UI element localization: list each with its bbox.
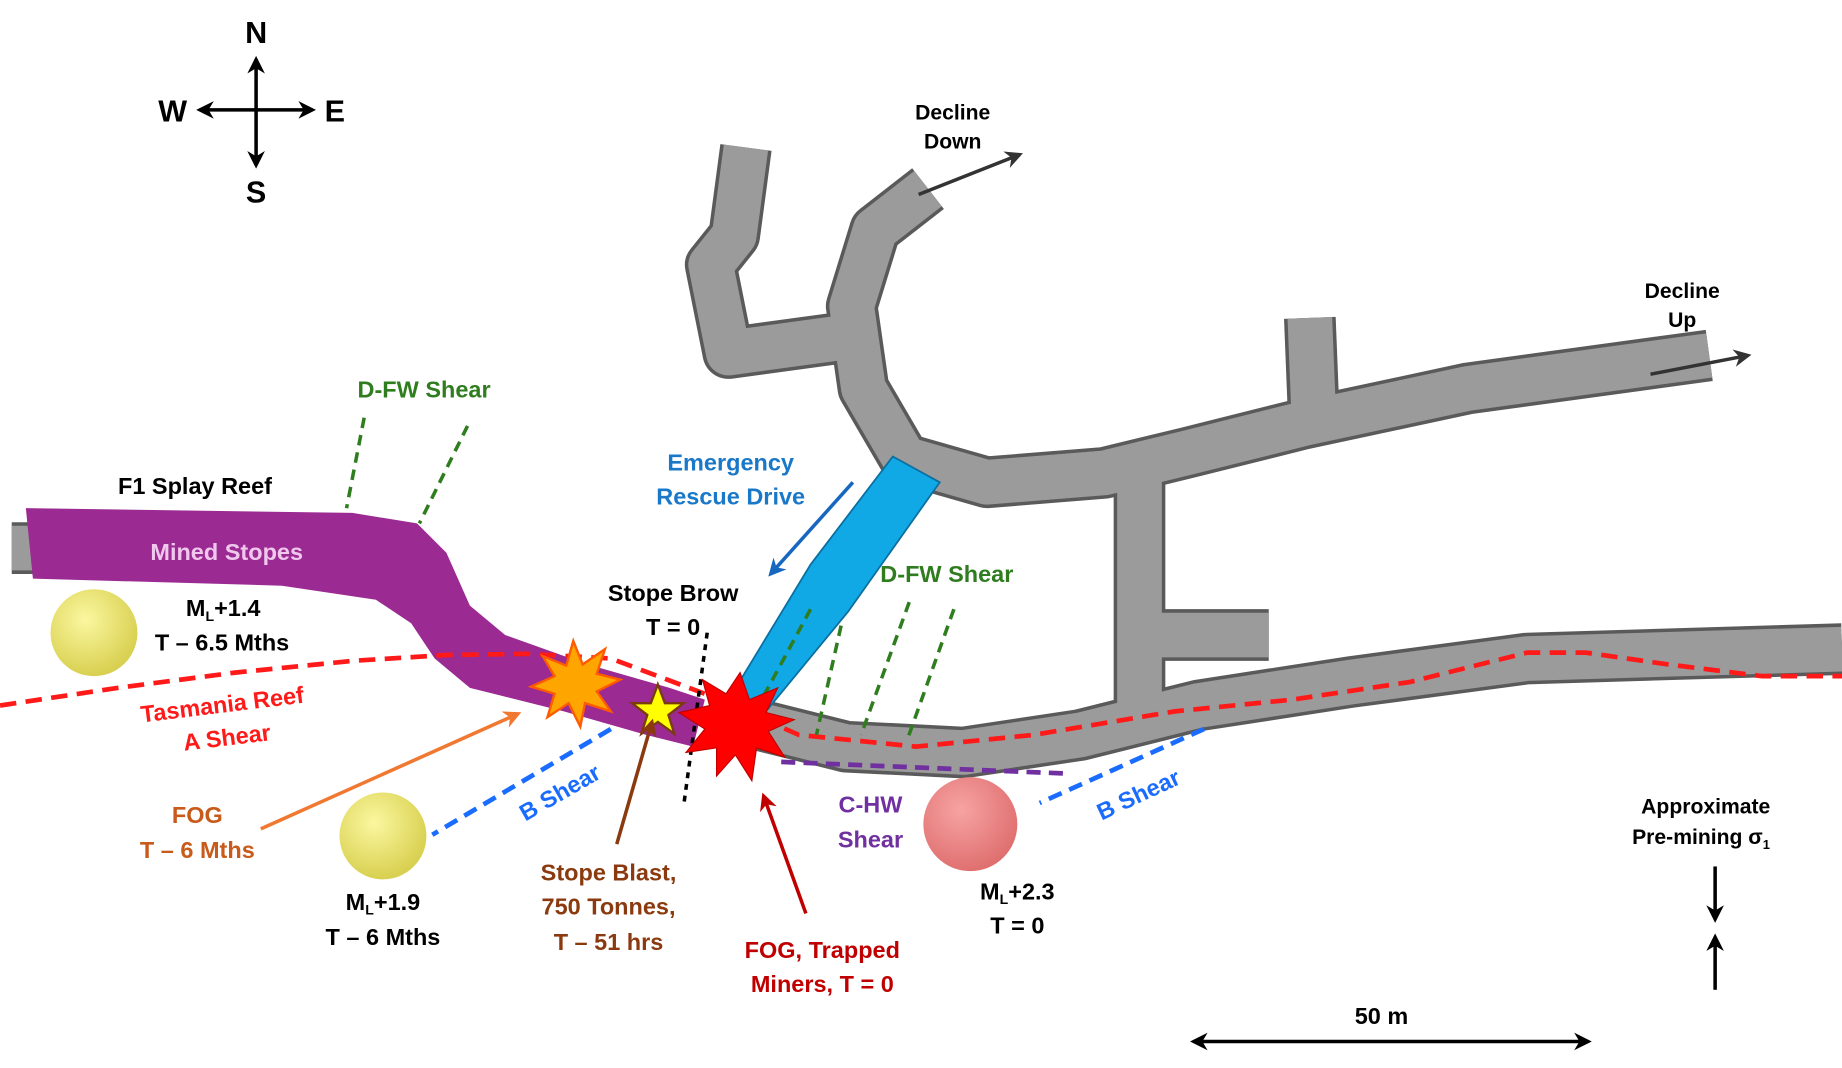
stope-blast-tonnes: 750 Tonnes, (542, 894, 676, 920)
d-fw-shear-label-right: D-FW Shear (880, 561, 1013, 587)
d-fw-shear-label-left: D-FW Shear (358, 377, 491, 403)
stope-blast-star-icon (628, 681, 688, 737)
compass-n: N (245, 16, 267, 50)
event-ml14 (50, 589, 138, 677)
decline-up-arrow (1650, 349, 1752, 376)
fog-label: FOG (172, 802, 223, 828)
ml14-label: ML+1.4 (186, 595, 261, 624)
compass-s: S (246, 176, 266, 210)
trapped-arrow (760, 792, 808, 915)
stress-label: Approximate (1641, 796, 1770, 819)
decline-down-label: Decline (915, 101, 990, 124)
stress-label-2: Pre-mining σ1 (1632, 826, 1770, 852)
stope-brow-time: T = 0 (646, 614, 700, 640)
emergency-label-2: Rescue Drive (656, 484, 805, 510)
event-ml23 (923, 777, 1018, 872)
ml23-time: T = 0 (990, 912, 1044, 938)
b-shear-label-left: B Shear (515, 759, 605, 826)
c-hw-label: C-HW (839, 791, 904, 817)
stope-blast-label: Stope Blast, (541, 860, 677, 886)
tasmania-reef-label: Tasmania Reef (139, 682, 305, 728)
rescue-arrow (768, 481, 855, 577)
ml14-time: T – 6.5 Mths (155, 629, 289, 655)
compass-w: W (158, 95, 187, 129)
ml23-label: ML+2.3 (980, 878, 1055, 907)
decline-up-label-2: Up (1668, 309, 1696, 332)
fog-time: T – 6 Mths (140, 837, 255, 863)
trapped-label-2: Miners, T = 0 (751, 971, 894, 997)
event-ml19 (339, 792, 427, 880)
a-shear-label: A Shear (182, 719, 272, 756)
f1-splay-reef-label: F1 Splay Reef (118, 473, 272, 499)
scale-label: 50 m (1355, 1003, 1409, 1029)
fog-burst-icon (527, 637, 624, 731)
b-shear-lines (431, 726, 1206, 837)
decline-down-arrow (918, 151, 1023, 197)
mined-stopes-label: Mined Stopes (150, 539, 303, 565)
ml19-time: T – 6 Mths (326, 924, 441, 950)
underground-workings (11, 144, 1842, 779)
c-hw-shear-line (781, 759, 1070, 776)
blast-arrow (615, 718, 657, 845)
stope-brow-label: Stope Brow (608, 580, 739, 606)
emergency-label: Emergency (667, 450, 794, 476)
fog-arrow (260, 711, 522, 831)
tasmania-reef-line (0, 650, 1842, 749)
decline-up-label: Decline (1645, 280, 1720, 303)
ml19-label: ML+1.9 (346, 889, 421, 918)
trapped-label: FOG, Trapped (745, 937, 900, 963)
b-shear-label-right: B Shear (1093, 764, 1184, 825)
trapped-miners-burst-icon (677, 671, 796, 783)
compass-arrows (196, 55, 317, 169)
d-fw-shear-lines (344, 417, 956, 742)
stope-blast-time: T – 51 hrs (554, 929, 664, 955)
decline-down-label-2: Down (924, 131, 981, 154)
c-hw-label-2: Shear (838, 827, 903, 853)
compass-e: E (325, 95, 345, 129)
